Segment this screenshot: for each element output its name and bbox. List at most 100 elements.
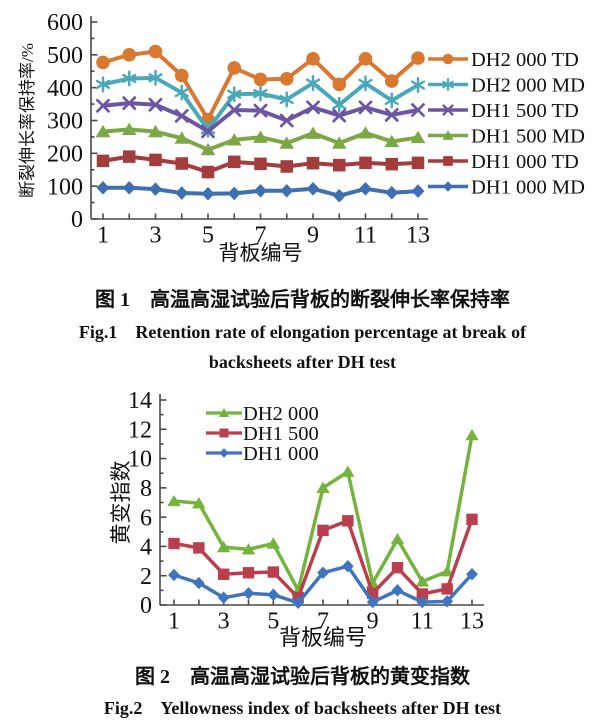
marker-square: [366, 587, 379, 599]
marker-square: [242, 567, 255, 579]
marker-square: [466, 513, 478, 526]
marker-triangle: [216, 540, 231, 553]
marker-diamond: [280, 183, 294, 198]
x-tick-label: 9: [367, 609, 379, 635]
x-tick-label: 11: [354, 223, 377, 249]
series-dh1-500-td: [96, 96, 425, 139]
marker-asterisk: [174, 84, 189, 101]
marker-asterisk: [305, 75, 321, 92]
legend-item-dh2-000: DH2 000: [206, 403, 319, 425]
marker-square: [217, 568, 230, 580]
y-tick-label: 6: [140, 505, 152, 531]
legend-item-dh1-000: DH1 000: [206, 443, 319, 465]
marker-asterisk: [95, 76, 111, 93]
marker-square: [175, 157, 189, 170]
marker-square: [416, 588, 429, 600]
marker-circle: [442, 53, 454, 65]
marker-square: [219, 428, 229, 438]
marker-x: [96, 98, 110, 113]
marker-asterisk: [253, 85, 268, 102]
marker-square: [441, 583, 453, 595]
marker-square: [168, 537, 180, 550]
marker-triangle: [174, 131, 190, 144]
marker-square: [342, 515, 354, 527]
y-axis-label: 黄变指数: [109, 461, 133, 545]
x-tick-label: 3: [150, 223, 162, 249]
marker-circle: [174, 68, 189, 83]
marker-diamond: [359, 181, 372, 196]
legend-item-dh2-000-md: DH2 000 MD: [428, 74, 585, 96]
marker-diamond: [96, 181, 110, 195]
y-tick-label: 12: [128, 417, 152, 443]
marker-triangle: [305, 126, 321, 139]
axes: [90, 16, 428, 220]
x-tick-label: 13: [406, 223, 430, 249]
marker-square: [391, 561, 404, 574]
marker-triangle: [384, 134, 400, 148]
marker-x: [253, 103, 268, 118]
marker-triangle: [226, 133, 242, 146]
marker-triangle: [95, 124, 111, 138]
marker-x: [227, 103, 242, 117]
marker-diamond: [306, 181, 320, 196]
legend-label: DH1 000 TD: [471, 151, 579, 173]
marker-triangle: [465, 428, 479, 441]
marker-square: [385, 157, 399, 171]
marker-x: [384, 107, 399, 122]
y-tick-label: 0: [140, 593, 152, 619]
marker-square: [359, 156, 372, 170]
marker-circle: [358, 51, 373, 66]
fig1-caption-en-line2: backsheets after DH test: [208, 352, 397, 372]
y-tick-label: 14: [128, 388, 152, 414]
marker-triangle: [390, 532, 405, 545]
marker-diamond: [175, 186, 189, 200]
marker-asterisk: [122, 70, 137, 87]
fig2-caption-en: Fig.2 Yellowness index of backsheets aft…: [103, 698, 502, 718]
marker-circle: [411, 51, 425, 65]
marker-diamond: [442, 181, 454, 192]
y-tick-label: 600: [47, 10, 83, 36]
legend-item-dh1-000-td: DH1 000 TD: [428, 151, 579, 173]
y-tick-label: 200: [47, 141, 83, 167]
marker-diamond: [411, 184, 425, 198]
marker-triangle: [442, 130, 454, 140]
marker-triangle: [341, 465, 355, 477]
series-dh1-000-td: [96, 150, 425, 179]
series-dh2-000-td: [96, 44, 425, 127]
y-tick-label: 8: [140, 476, 152, 502]
series-dh1-500-md: [95, 122, 426, 156]
marker-x: [442, 104, 454, 116]
x-tick-label: 5: [267, 609, 279, 635]
legend-label: DH2 000: [243, 403, 319, 425]
marker-triangle: [266, 537, 281, 549]
legend-label: DH1 500: [243, 423, 319, 445]
marker-x: [122, 96, 137, 111]
marker-square: [306, 156, 320, 170]
marker-diamond: [168, 568, 180, 582]
y-tick-label: 10: [128, 447, 152, 473]
marker-triangle: [167, 494, 181, 507]
marker-diamond: [149, 182, 162, 196]
marker-circle: [227, 61, 242, 75]
legend-label: DH1 500 MD: [471, 125, 585, 147]
marker-circle: [384, 74, 399, 88]
marker-diamond: [227, 186, 241, 201]
marker-triangle: [358, 126, 373, 139]
y-tick-label: 300: [47, 109, 83, 135]
marker-x: [279, 113, 294, 128]
y-tick-label: 400: [47, 76, 83, 102]
marker-x: [332, 108, 347, 123]
marker-asterisk: [332, 96, 347, 113]
marker-triangle: [121, 122, 137, 135]
y-tick-label: 4: [140, 535, 152, 561]
y-axis-label: 断裂伸长率保持率/%: [18, 43, 37, 198]
marker-asterisk: [279, 91, 294, 108]
fig1-caption-en-line1: Fig.1 Retention rate of elongation perce…: [78, 322, 527, 342]
marker-circle: [148, 44, 163, 59]
marker-square: [332, 158, 346, 172]
marker-diamond: [385, 185, 399, 200]
marker-triangle: [218, 408, 230, 417]
